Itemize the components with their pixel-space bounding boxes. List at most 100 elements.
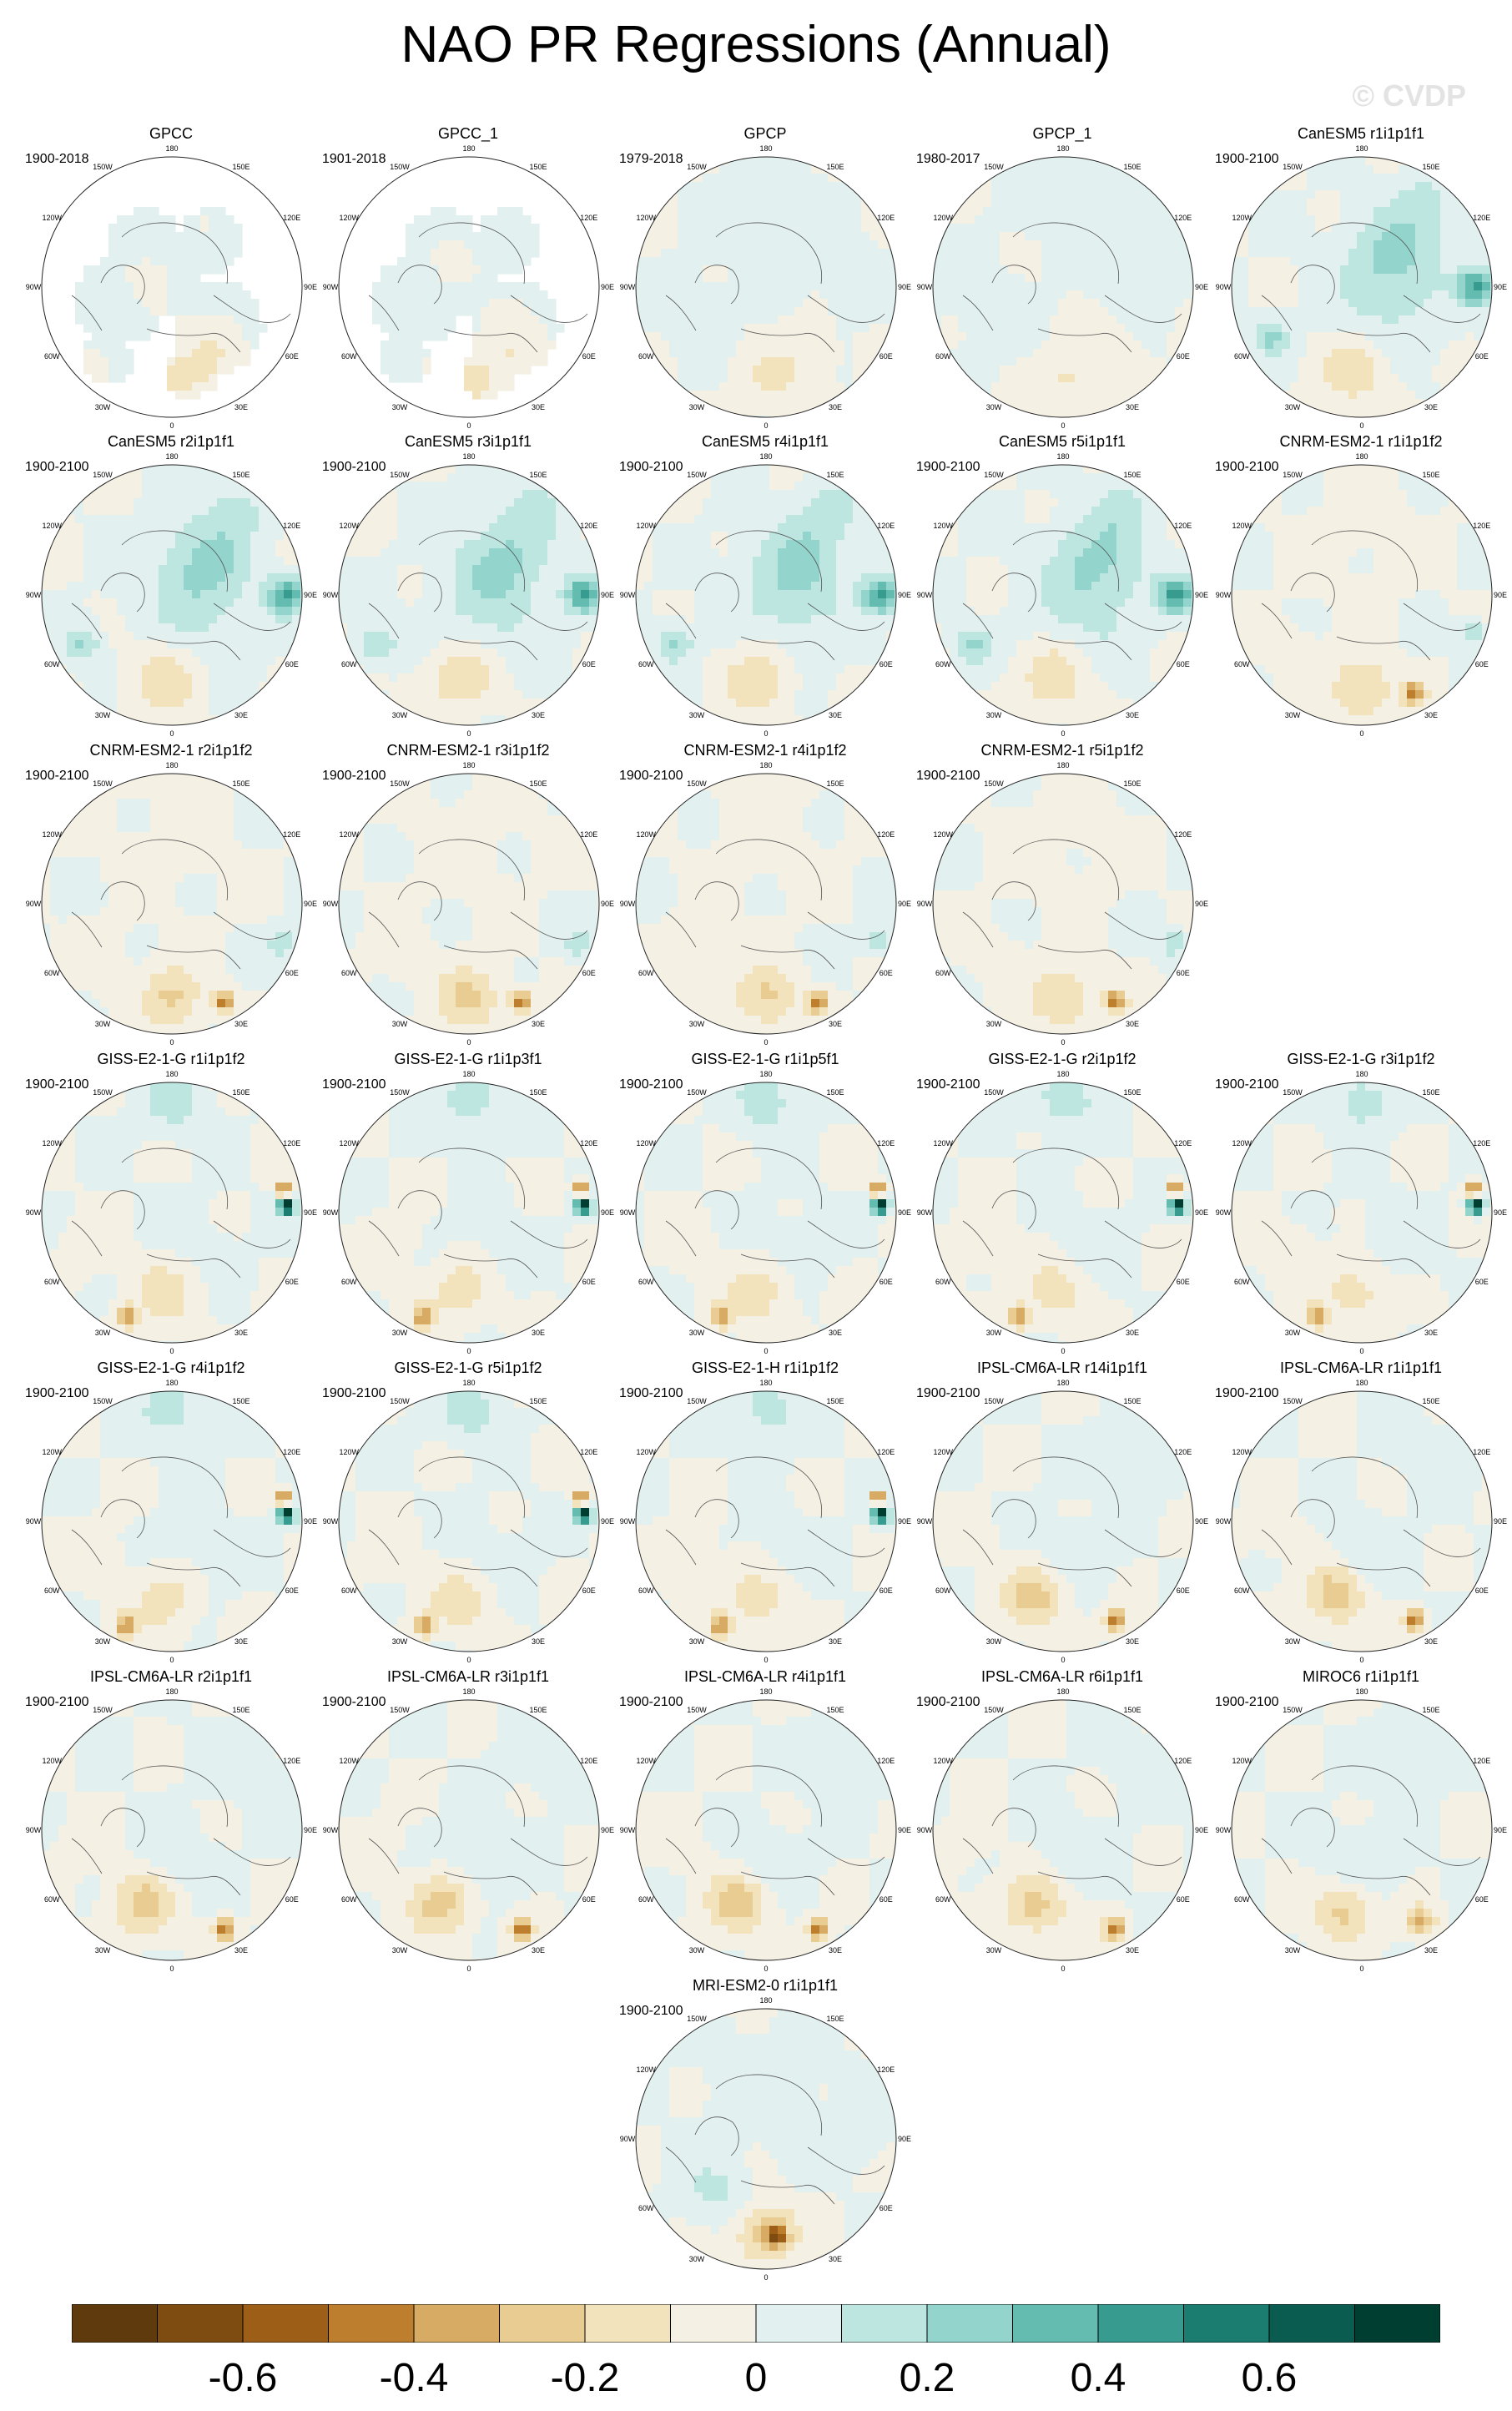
longitude-label: 0 [1061, 729, 1065, 738]
panel-period: 1900-2100 [1215, 152, 1279, 167]
longitude-label: 90E [601, 1208, 614, 1217]
colorbar-swatch [1268, 2304, 1355, 2343]
panel-title: MRI-ESM2-0 r1i1p1f1 [616, 1977, 915, 1995]
map-panel: MRI-ESM2-0 r1i1p1f1 1900-2100 180 150E 120E 9… [616, 1977, 915, 2286]
longitude-label: 150W [390, 1706, 410, 1714]
longitude-label: 90E [1195, 1517, 1208, 1526]
longitude-label: 60W [638, 2204, 654, 2212]
longitude-label: 90E [898, 1826, 911, 1834]
longitude-label: 150W [984, 471, 1004, 479]
longitude-label: 60W [44, 660, 60, 668]
longitude-label: 120W [933, 214, 953, 222]
longitude-label: 120W [1232, 1139, 1252, 1147]
longitude-label: 60W [935, 352, 951, 361]
longitude-label: 30E [829, 711, 842, 719]
longitude-label: 180 [165, 1379, 178, 1387]
longitude-label: 30W [95, 1020, 111, 1028]
longitude-label: 180 [1056, 761, 1069, 769]
longitude-label: 150E [826, 1706, 844, 1714]
longitude-label: 60W [44, 1586, 60, 1595]
panel-period: 1900-2100 [322, 460, 386, 475]
panel-title: GPCP_1 [913, 125, 1212, 143]
longitude-label: 60W [935, 660, 951, 668]
longitude-label: 0 [466, 1965, 471, 1973]
panel-period: 1900-2100 [916, 1695, 980, 1710]
colorbar-tick-label: 0 [745, 2355, 768, 2401]
polar-map: 180 150E 120E 90E 60E 30E 0 30W 60W 90W 120W 150W [323, 1687, 614, 1973]
colorbar-tick-label: 0.2 [900, 2355, 955, 2401]
longitude-label: 30W [392, 1637, 408, 1646]
longitude-label: 30E [234, 711, 248, 719]
polar-map: 180 150E 120E 90E 60E 30E 0 30W 60W 90W 120W 150W [323, 144, 614, 430]
longitude-label: 180 [462, 1379, 475, 1387]
longitude-label: 60W [935, 969, 951, 977]
panel-title: GISS-E2-1-H r1i1p1f2 [616, 1359, 915, 1377]
panel-period: 1900-2100 [619, 1695, 683, 1710]
longitude-label: 90W [26, 900, 42, 908]
colorbar-tick-label: -0.4 [380, 2355, 449, 2401]
longitude-label: 90W [917, 1517, 933, 1526]
longitude-label: 150E [826, 779, 844, 788]
longitude-label: 60W [638, 1586, 654, 1595]
longitude-label: 30W [95, 403, 111, 411]
longitude-label: 120W [42, 1448, 62, 1456]
longitude-label: 0 [169, 1656, 174, 1664]
longitude-label: 120E [1473, 1757, 1490, 1765]
longitude-label: 120W [339, 214, 359, 222]
panel-title: MIROC6 r1i1p1f1 [1212, 1668, 1510, 1686]
colorbar-tick-label: -0.6 [209, 2355, 278, 2401]
longitude-label: 30W [1285, 1637, 1301, 1646]
map-panel: CanESM5 r4i1p1f1 1900-2100 180 150E 120E 90E 6… [616, 433, 915, 742]
map-panel: CanESM5 r1i1p1f1 1900-2100 180 150E 120E 90E 6… [1212, 125, 1510, 434]
longitude-label: 30W [95, 1637, 111, 1646]
longitude-label: 0 [466, 1038, 471, 1047]
longitude-label: 150E [1123, 471, 1141, 479]
longitude-label: 60E [285, 352, 299, 361]
longitude-label: 90E [601, 591, 614, 599]
map-panel: CanESM5 r5i1p1f1 1900-2100 180 150E 120E 90E 6… [913, 433, 1212, 742]
longitude-label: 150E [1422, 471, 1439, 479]
longitude-label: 150E [232, 471, 249, 479]
longitude-label: 0 [1061, 1656, 1065, 1664]
longitude-label: 180 [1355, 1687, 1368, 1696]
longitude-label: 90W [26, 591, 42, 599]
longitude-label: 60E [285, 660, 299, 668]
panel-title: CNRM-ESM2-1 r2i1p1f2 [22, 742, 320, 759]
longitude-label: 30E [829, 1946, 842, 1955]
longitude-label: 180 [1355, 1379, 1368, 1387]
longitude-label: 30W [689, 711, 705, 719]
longitude-label: 120E [580, 1757, 597, 1765]
longitude-label: 0 [764, 2273, 768, 2282]
longitude-label: 120W [933, 1139, 953, 1147]
map-panel: IPSL-CM6A-LR r1i1p1f1 1900-2100 180 150E 120… [1212, 1359, 1510, 1668]
longitude-label: 150E [826, 2015, 844, 2023]
longitude-label: 90W [26, 1208, 42, 1217]
longitude-label: 60E [285, 1586, 299, 1595]
polar-map: 180 150E 120E 90E 60E 30E 0 30W 60W 90W 120W 150W [1216, 1687, 1507, 1973]
longitude-label: 120W [636, 830, 656, 839]
longitude-label: 90W [620, 900, 636, 908]
longitude-label: 0 [1359, 1656, 1363, 1664]
panel-period: 1900-2100 [916, 1386, 980, 1401]
longitude-label: 180 [1355, 452, 1368, 461]
longitude-label: 60E [285, 1278, 299, 1286]
map-panel: GISS-E2-1-G r1i1p1f2 1900-2100 180 150E 120E… [22, 1051, 320, 1359]
panel-period: 1900-2100 [619, 1386, 683, 1401]
panel-title: IPSL-CM6A-LR r14i1p1f1 [913, 1359, 1212, 1377]
longitude-label: 180 [759, 452, 772, 461]
longitude-label: 150E [826, 163, 844, 171]
panel-title: CNRM-ESM2-1 r5i1p1f2 [913, 742, 1212, 759]
map-panel: GPCC 1900-2018 180 150E 120E 90E 60E 30E 0 30W 60W… [22, 125, 320, 434]
longitude-label: 60E [582, 660, 596, 668]
longitude-label: 90E [1494, 283, 1507, 291]
longitude-label: 150W [984, 1397, 1004, 1405]
longitude-label: 90E [1195, 900, 1208, 908]
longitude-label: 0 [764, 1347, 768, 1355]
longitude-label: 60W [341, 1278, 357, 1286]
polar-map: 180 150E 120E 90E 60E 30E 0 30W 60W 90W 120W 150W [917, 1379, 1208, 1664]
longitude-label: 180 [1056, 1687, 1069, 1696]
panel-period: 1900-2018 [25, 152, 89, 167]
longitude-label: 120E [1473, 522, 1490, 530]
longitude-label: 0 [1061, 1347, 1065, 1355]
longitude-label: 30E [1424, 1637, 1438, 1646]
